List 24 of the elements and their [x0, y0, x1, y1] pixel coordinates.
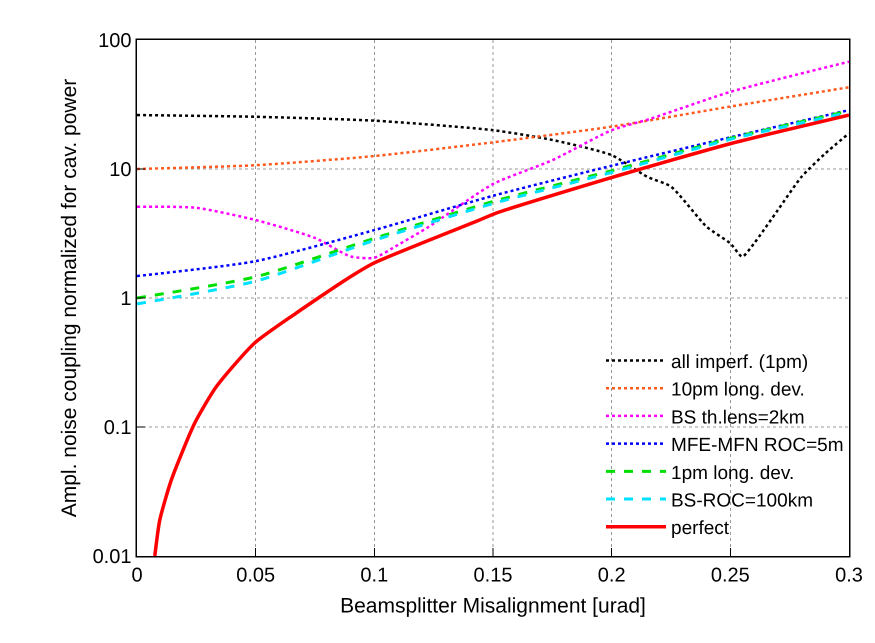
legend-label: BS th.lens=2km [671, 407, 805, 428]
y-tick-label: 100 [98, 30, 132, 52]
x-axis-title: Beamsplitter Misalignment [urad] [340, 594, 646, 618]
legend-label: perfect [671, 518, 730, 540]
legend-label: 1pm long. dev. [671, 462, 794, 484]
legend-label: all imperf. (1pm) [671, 352, 808, 373]
x-tick-label: 0.3 [835, 564, 863, 586]
x-tick-label: 0.25 [710, 564, 750, 586]
legend-label: BS-ROC=100km [671, 490, 814, 512]
y-tick-label: 0.01 [92, 546, 132, 568]
line-series [137, 86, 849, 170]
x-tick-label: 0.1 [360, 564, 388, 586]
y-tick-label: 1 [120, 288, 132, 310]
line-series [137, 60, 849, 260]
line-series [153, 113, 849, 556]
legend-label: 10pm long. dev. [671, 380, 805, 401]
x-tick-label: 0.05 [236, 564, 276, 586]
x-tick-label: 0 [131, 564, 143, 586]
legend-label: MFE-MFN ROC=5m [671, 435, 844, 456]
x-tick-label: 0.2 [598, 564, 626, 586]
x-tick-label: 0.15 [474, 564, 512, 586]
y-tick-label: 0.1 [104, 417, 132, 439]
y-tick-label: 10 [109, 159, 132, 181]
y-axis-title: Ampl. noise coupling normalized for cav. power [58, 78, 81, 518]
